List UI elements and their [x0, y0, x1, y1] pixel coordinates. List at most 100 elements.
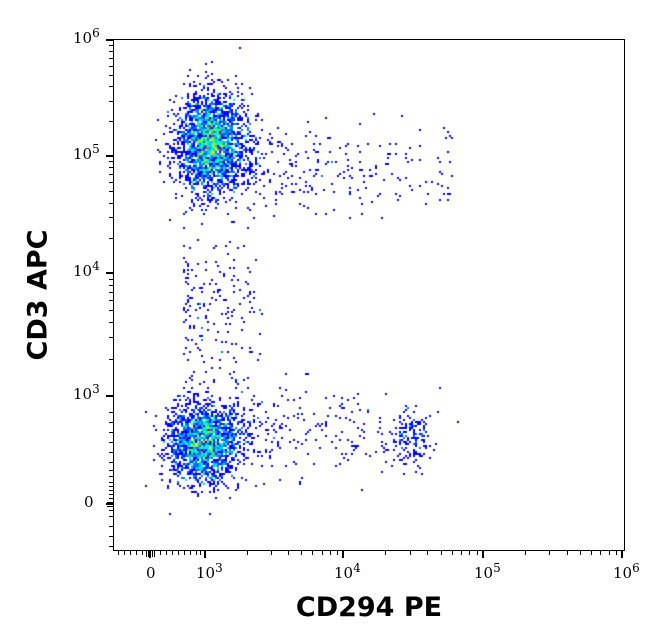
x-minor-tick: [615, 551, 617, 555]
x-major-tick: [149, 551, 151, 558]
x-minor-tick: [385, 551, 387, 555]
y-tick-label: 0: [84, 493, 94, 511]
x-minor-tick: [580, 551, 582, 555]
y-major-tick: [106, 39, 113, 41]
x-minor-tick: [154, 551, 155, 557]
y-minor-tick: [107, 504, 113, 505]
y-minor-tick: [109, 452, 113, 453]
x-minor-tick: [150, 551, 151, 557]
x-minor-tick: [566, 551, 568, 555]
y-minor-tick: [109, 45, 113, 47]
y-minor-tick: [109, 57, 113, 59]
y-major-tick: [106, 503, 113, 505]
y-minor-tick: [109, 536, 113, 537]
x-minor-tick: [440, 551, 442, 555]
y-minor-tick: [109, 51, 113, 53]
y-minor-tick: [109, 310, 113, 312]
y-minor-tick: [109, 65, 113, 67]
y-minor-tick: [109, 432, 113, 433]
x-minor-tick: [146, 551, 147, 557]
y-minor-tick: [109, 337, 113, 339]
scatter-density-canvas: [113, 39, 625, 551]
y-minor-tick: [109, 422, 113, 423]
x-minor-tick: [172, 551, 173, 555]
y-minor-tick: [109, 284, 113, 286]
x-major-tick: [621, 551, 623, 558]
y-minor-tick: [109, 510, 113, 511]
y-minor-tick: [109, 516, 113, 517]
x-minor-tick: [148, 551, 149, 557]
y-tick-label: 103: [73, 382, 100, 403]
y-minor-tick: [109, 412, 113, 413]
x-minor-tick: [469, 551, 471, 555]
y-minor-tick: [109, 442, 113, 443]
y-minor-tick: [109, 217, 113, 219]
y-minor-tick: [109, 121, 113, 123]
x-minor-tick: [178, 551, 179, 555]
y-minor-tick: [109, 490, 113, 491]
y-minor-tick: [109, 462, 113, 463]
y-minor-tick: [107, 502, 113, 503]
x-minor-tick: [301, 551, 303, 555]
x-minor-tick: [608, 551, 610, 555]
x-minor-tick: [336, 551, 338, 555]
y-minor-tick: [109, 181, 113, 183]
y-minor-tick: [109, 300, 113, 302]
x-minor-tick: [321, 551, 323, 555]
x-minor-tick: [476, 551, 478, 555]
y-tick-label: 105: [73, 142, 100, 163]
x-minor-tick: [591, 551, 593, 555]
y-minor-tick: [109, 470, 113, 471]
x-minor-tick: [451, 551, 453, 555]
x-minor-tick: [288, 551, 290, 555]
y-minor-tick: [107, 506, 113, 507]
y-major-tick: [106, 272, 113, 274]
y-major-tick: [106, 155, 113, 157]
x-minor-tick: [409, 551, 411, 555]
x-minor-tick: [152, 551, 153, 557]
y-minor-tick: [109, 546, 113, 547]
y-minor-tick: [109, 237, 113, 239]
x-major-tick: [482, 551, 484, 558]
x-major-tick: [204, 551, 206, 558]
y-tick-label: 104: [73, 259, 100, 280]
y-minor-tick: [109, 526, 113, 527]
x-tick-label: 106: [613, 561, 640, 582]
x-minor-tick: [130, 551, 131, 555]
x-minor-tick: [329, 551, 331, 555]
x-minor-tick: [124, 551, 125, 555]
x-minor-tick: [549, 551, 551, 555]
x-minor-tick: [524, 551, 526, 555]
y-minor-tick: [109, 498, 113, 499]
y-axis-title: CD3 APC: [22, 229, 54, 361]
x-minor-tick: [190, 551, 191, 555]
x-minor-tick: [142, 551, 143, 555]
y-minor-tick: [109, 174, 113, 176]
y-minor-tick: [109, 486, 113, 487]
y-minor-tick: [109, 100, 113, 102]
y-minor-tick: [109, 476, 113, 477]
x-minor-tick: [118, 551, 119, 555]
x-minor-tick: [427, 551, 429, 555]
y-major-tick: [106, 395, 113, 397]
x-minor-tick: [461, 551, 463, 555]
y-minor-tick: [109, 161, 113, 163]
x-tick-label: 105: [474, 561, 501, 582]
x-minor-tick: [312, 551, 314, 555]
y-minor-tick: [109, 494, 113, 495]
x-minor-tick: [196, 551, 197, 555]
y-minor-tick: [109, 482, 113, 483]
y-minor-tick: [109, 191, 113, 193]
y-minor-tick: [109, 321, 113, 323]
x-axis-title: CD294 PE: [295, 592, 443, 623]
y-minor-tick: [109, 202, 113, 204]
x-major-tick: [342, 551, 344, 558]
x-tick-label: 0: [146, 564, 156, 582]
y-minor-tick: [109, 167, 113, 169]
x-minor-tick: [200, 551, 201, 555]
x-minor-tick: [270, 551, 272, 555]
x-minor-tick: [246, 551, 248, 555]
y-minor-tick: [109, 278, 113, 280]
x-minor-tick: [136, 551, 137, 555]
